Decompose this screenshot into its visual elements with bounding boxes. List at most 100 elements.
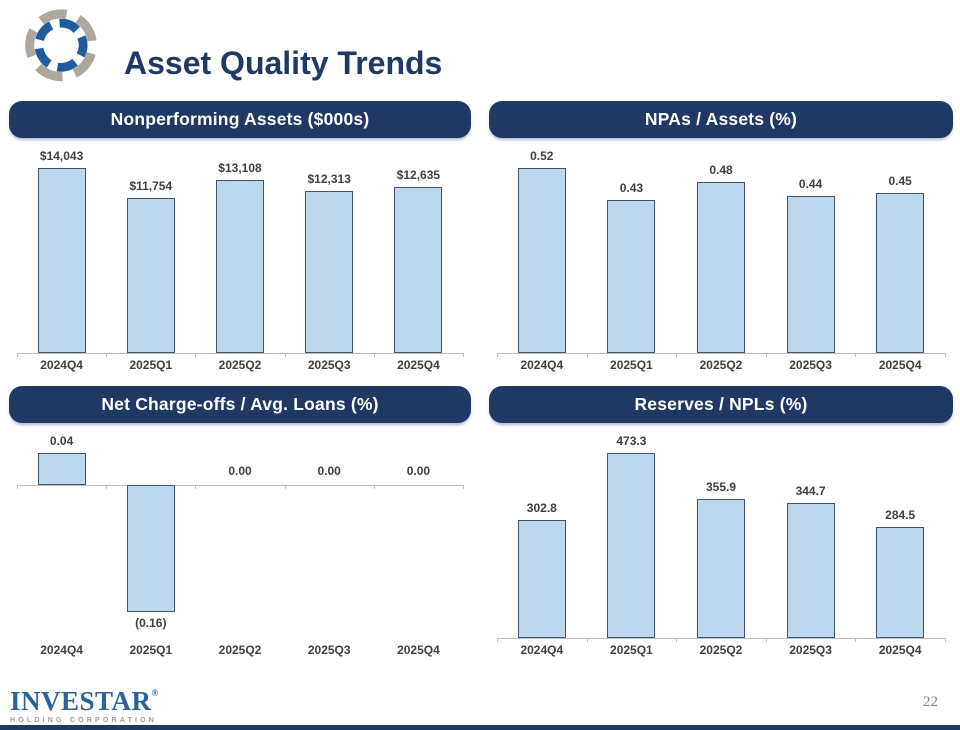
- category-label: 2025Q1: [610, 643, 653, 657]
- bar-value-label: $14,043: [39, 149, 84, 163]
- registered-trademark-symbol: ®: [151, 688, 159, 698]
- x-axis-line: [497, 353, 945, 354]
- x-axis-line: [17, 484, 463, 486]
- bar: [37, 168, 86, 353]
- axis-tick: [106, 353, 108, 357]
- category-label: 2025Q2: [218, 358, 262, 372]
- bar-value-label: $12,635: [396, 167, 441, 182]
- x-axis-line: [17, 353, 463, 354]
- bar: [786, 503, 835, 638]
- chart-title: Net Charge-offs / Avg. Loans (%): [101, 394, 379, 414]
- axis-tick: [855, 353, 857, 357]
- x-axis-line: [497, 638, 945, 639]
- bar: [126, 198, 175, 353]
- axis-tick: [586, 353, 588, 357]
- bar-chart-plot: 0.04 (0.16) 0.00 0.00 0.00: [17, 429, 464, 638]
- axis-tick: [463, 353, 464, 357]
- bar-value-label: 0.04: [49, 434, 74, 448]
- category-label: 2025Q4: [397, 358, 440, 372]
- chart-panel-net-charge-offs: Net Charge-offs / Avg. Loans (%) 0.04 (0.…: [9, 386, 471, 662]
- chart-title-bar: Net Charge-offs / Avg. Loans (%): [9, 386, 471, 423]
- bar-chart-plot: 302.8 473.3 355.9 344.7 284.5: [497, 429, 946, 642]
- axis-tick: [106, 484, 108, 489]
- chart-title-bar: Reserves / NPLs (%): [489, 386, 953, 423]
- axis-tick: [463, 484, 464, 489]
- category-label: 2025Q2: [699, 358, 743, 372]
- chart-panel-npas-assets: NPAs / Assets (%) 0.52 0.43 0.48 0.44 0.45 2…: [489, 101, 953, 377]
- bar-value-label: 344.7: [795, 484, 826, 499]
- chart-title: Nonperforming Assets ($000s): [110, 109, 370, 129]
- category-label: 2025Q4: [397, 643, 440, 657]
- bar: [876, 526, 925, 638]
- bar: [517, 519, 566, 638]
- bar: [37, 453, 86, 485]
- axis-tick: [373, 484, 375, 489]
- category-label: 2024Q4: [520, 643, 564, 657]
- investar-wordmark: INVESTAR®: [10, 688, 159, 715]
- bar-chart-plot: $14,043 $11,754 $13,108 $12,313 $12,635: [17, 144, 464, 357]
- axis-tick: [676, 353, 678, 357]
- category-axis: 2024Q4 2025Q1 2025Q2 2025Q3 2025Q4: [497, 638, 945, 662]
- axis-tick: [497, 638, 498, 642]
- bar-value-label: 0.43: [619, 181, 644, 196]
- bar-value-label: 0.00: [317, 463, 341, 478]
- chart-title-bar: NPAs / Assets (%): [489, 101, 953, 138]
- bar-value-label: 0.00: [228, 463, 252, 478]
- category-label: 2024Q4: [520, 358, 564, 372]
- chart-title-bar: Nonperforming Assets ($000s): [9, 101, 471, 138]
- bar-value-label: (0.16): [135, 616, 167, 630]
- category-label: 2025Q1: [129, 643, 173, 657]
- bar: [517, 168, 566, 353]
- axis-tick: [586, 638, 588, 642]
- bar: [216, 180, 264, 353]
- axis-tick: [765, 638, 767, 642]
- chart-title: Reserves / NPLs (%): [634, 394, 808, 414]
- bar-value-label: 473.3: [616, 434, 647, 448]
- axis-tick: [284, 484, 286, 489]
- axis-tick: [765, 353, 767, 357]
- chart-title: NPAs / Assets (%): [644, 109, 798, 129]
- bottom-accent-bar: [0, 725, 960, 730]
- axis-tick: [373, 353, 375, 357]
- chart-panel-nonperforming-assets: Nonperforming Assets ($000s) $14,043 $11,…: [9, 101, 471, 377]
- bar: [697, 182, 745, 353]
- category-label: 2025Q3: [307, 358, 351, 372]
- category-label: 2025Q1: [610, 358, 653, 372]
- category-label: 2025Q4: [878, 358, 922, 372]
- category-label: 2025Q2: [699, 643, 743, 657]
- category-axis: 2024Q4 2025Q1 2025Q2 2025Q3 2025Q4: [497, 353, 945, 377]
- axis-tick: [945, 638, 946, 642]
- category-label: 2024Q4: [40, 643, 83, 657]
- axis-tick: [195, 353, 197, 357]
- bar-value-label: 0.00: [406, 463, 431, 478]
- bar-value-label: 302.8: [526, 500, 557, 515]
- chart-panel-reserves-npls: Reserves / NPLs (%) 302.8 473.3 355.9 344.7…: [489, 386, 953, 662]
- category-label: 2025Q3: [789, 358, 832, 372]
- page-number: 22: [923, 694, 938, 710]
- bar: [394, 186, 443, 353]
- category-label: 2025Q3: [307, 643, 351, 657]
- axis-tick: [17, 484, 18, 489]
- category-axis: 2024Q4 2025Q1 2025Q2 2025Q3 2025Q4: [17, 638, 463, 662]
- bar-value-label: 0.48: [709, 163, 733, 178]
- axis-tick: [945, 353, 946, 357]
- bar: [126, 484, 175, 612]
- footer-tagline: HOLDING CORPORATION: [10, 717, 158, 724]
- bar: [876, 192, 925, 353]
- category-label: 2024Q4: [40, 358, 83, 372]
- bar-value-label: 0.44: [798, 177, 823, 192]
- wordmark-text: INVESTAR: [10, 686, 152, 716]
- category-label: 2025Q1: [129, 358, 173, 372]
- bar: [786, 196, 835, 353]
- bar-value-label: 0.45: [888, 173, 912, 188]
- axis-tick: [497, 353, 498, 357]
- bar-value-label: $13,108: [218, 161, 262, 176]
- bar-value-label: 284.5: [885, 507, 916, 522]
- axis-tick: [676, 638, 678, 642]
- bar: [697, 498, 745, 638]
- axis-tick: [284, 353, 286, 357]
- bar-value-label: $11,754: [129, 179, 173, 194]
- axis-tick: [17, 353, 18, 357]
- bar-value-label: 0.52: [530, 149, 554, 163]
- category-axis: 2024Q4 2025Q1 2025Q2 2025Q3 2025Q4: [17, 353, 463, 377]
